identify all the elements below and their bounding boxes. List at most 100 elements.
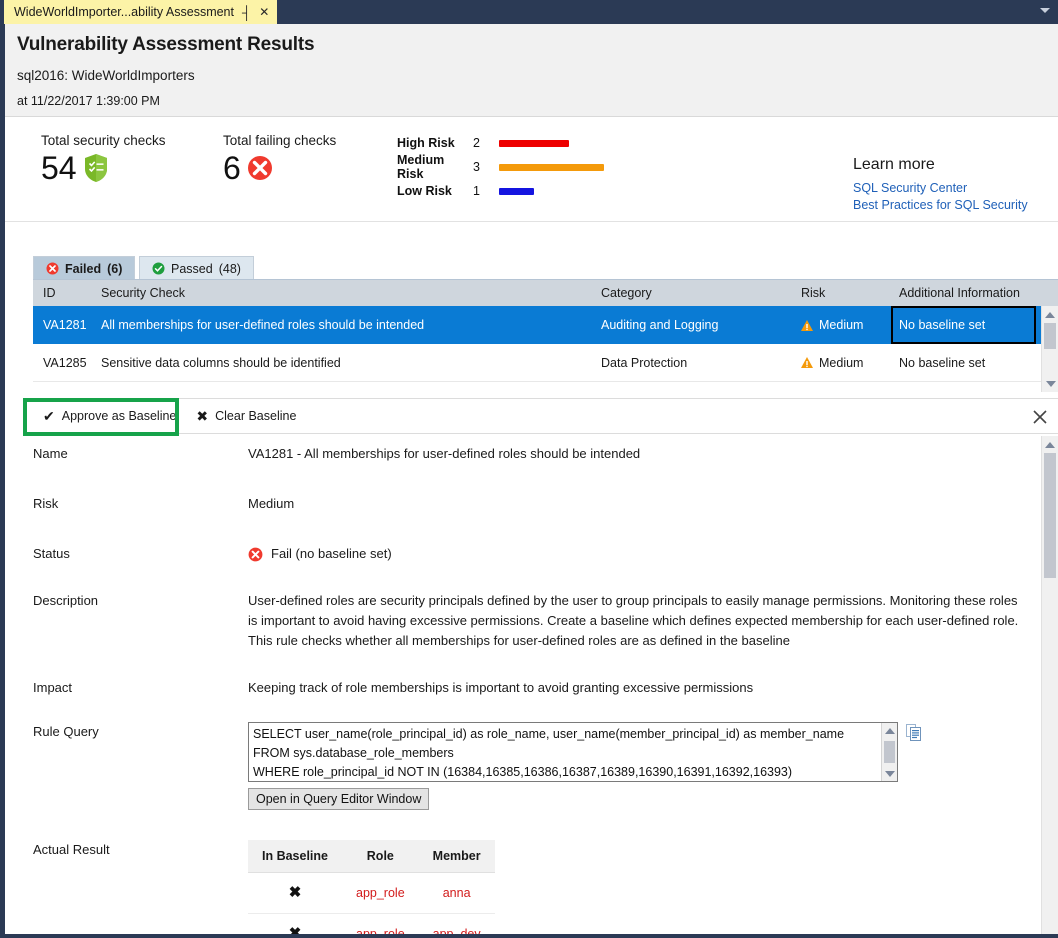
link-best-practices[interactable]: Best Practices for SQL Security bbox=[853, 198, 1028, 212]
scrollbar-thumb[interactable] bbox=[884, 741, 895, 763]
chevron-up-icon bbox=[1045, 441, 1055, 448]
results-grid-header: ID Security Check Category Risk Addition… bbox=[33, 280, 1058, 306]
results-grid-scrollbar[interactable] bbox=[1041, 306, 1058, 392]
table-row: ✖ app_role app_dev bbox=[248, 913, 495, 938]
warning-triangle-icon bbox=[801, 319, 813, 331]
risk-row-high: High Risk 2 bbox=[397, 131, 697, 155]
close-icon[interactable]: ✕ bbox=[259, 5, 270, 19]
cell-role: app_role bbox=[342, 872, 419, 914]
actual-col-role: Role bbox=[342, 840, 419, 873]
open-in-query-editor-button[interactable]: Open in Query Editor Window bbox=[248, 788, 430, 810]
actual-col-member: Member bbox=[418, 840, 495, 873]
tab-failed-label: Failed bbox=[65, 261, 102, 276]
cell-additional[interactable]: No baseline set bbox=[899, 355, 986, 370]
pin-icon[interactable]: ┤ bbox=[241, 4, 252, 20]
server-database-label: sql2016: WideWorldImporters bbox=[17, 68, 195, 83]
chevron-down-icon bbox=[884, 770, 895, 777]
tabs-underline bbox=[33, 279, 1058, 280]
detail-label-rule-query: Rule Query bbox=[33, 724, 99, 739]
detail-label-status: Status bbox=[33, 546, 70, 561]
detail-label-description: Description bbox=[33, 593, 99, 608]
column-header-risk: Risk bbox=[801, 286, 826, 300]
tab-passed[interactable]: Passed (48) bbox=[139, 256, 254, 280]
chevron-down-icon[interactable] bbox=[1040, 8, 1050, 13]
detail-field-actual-result: Actual Result In Baseline Role Member bbox=[33, 840, 1041, 938]
cell-risk-label: Medium bbox=[819, 318, 864, 332]
actual-result-table: In Baseline Role Member ✖ app_role anna bbox=[248, 840, 495, 938]
cell-risk: Medium bbox=[801, 356, 891, 370]
detail-field-name: Name VA1281 - All memberships for user-d… bbox=[33, 444, 1041, 464]
tab-passed-label: Passed bbox=[171, 261, 213, 276]
cell-role: app_role bbox=[342, 913, 419, 938]
scrollbar-thumb[interactable] bbox=[1044, 453, 1056, 578]
result-tabs: Failed (6) Passed (48) bbox=[5, 256, 1058, 280]
detail-value-name: VA1281 - All memberships for user-define… bbox=[248, 446, 641, 461]
risk-label-low: Low Risk bbox=[397, 184, 452, 198]
cell-in-baseline: ✖ bbox=[248, 872, 342, 914]
detail-value-description: User-defined roles are security principa… bbox=[248, 593, 1019, 648]
scroll-up-button[interactable] bbox=[882, 723, 897, 738]
tab-failed-count: (6) bbox=[107, 261, 123, 276]
chevron-up-icon bbox=[884, 727, 895, 734]
error-circle-icon bbox=[46, 262, 59, 275]
total-failing-checks-label: Total failing checks bbox=[223, 133, 337, 148]
risk-bar-low bbox=[499, 187, 534, 195]
scroll-down-button[interactable] bbox=[882, 766, 897, 781]
tab-failed[interactable]: Failed (6) bbox=[33, 256, 136, 280]
copy-icon[interactable] bbox=[906, 724, 922, 742]
cell-member: app_dev bbox=[418, 913, 495, 938]
total-security-checks-stat: Total security checks 54 bbox=[41, 133, 166, 184]
report-header: Vulnerability Assessment Results sql2016… bbox=[5, 24, 1058, 117]
scrollbar-thumb[interactable] bbox=[1044, 323, 1056, 349]
clear-baseline-button[interactable]: ✖ Clear Baseline bbox=[186, 405, 306, 427]
warning-triangle-icon bbox=[801, 357, 813, 368]
status-badge: Fail (no baseline set) bbox=[248, 544, 1041, 564]
window-bottom-edge bbox=[5, 934, 1058, 938]
risk-count-low: 1 bbox=[473, 184, 480, 198]
cell-risk: Medium bbox=[801, 318, 891, 332]
scroll-down-button[interactable] bbox=[1042, 375, 1058, 392]
table-row[interactable]: VA1281 All memberships for user-defined … bbox=[33, 306, 1058, 344]
cell-check: Sensitive data columns should be identif… bbox=[101, 355, 341, 370]
error-circle-icon bbox=[248, 547, 263, 561]
detail-field-rule-query: Rule Query SELECT user_name(role_princip… bbox=[33, 722, 1041, 810]
column-header-id: ID bbox=[43, 286, 56, 300]
column-header-additional: Additional Information bbox=[899, 286, 1020, 300]
detail-value-status: Fail (no baseline set) bbox=[271, 546, 392, 561]
scroll-up-button[interactable] bbox=[1042, 436, 1058, 453]
detail-panel-scrollbar[interactable] bbox=[1041, 436, 1058, 938]
approve-as-baseline-button[interactable]: ✔ Approve as Baseline bbox=[33, 405, 186, 427]
detail-field-status: Status Fail (no baseline set) bbox=[33, 544, 1041, 564]
column-header-category: Category bbox=[601, 286, 652, 300]
document-surface: Vulnerability Assessment Results sql2016… bbox=[5, 24, 1058, 938]
cell-additional[interactable]: No baseline set bbox=[891, 306, 1036, 344]
risk-row-medium: Medium Risk 3 bbox=[397, 153, 697, 181]
rule-query-scrollbar[interactable] bbox=[881, 723, 897, 781]
clear-baseline-label: Clear Baseline bbox=[215, 409, 297, 423]
detail-label-name: Name bbox=[33, 446, 68, 461]
close-detail-icon[interactable] bbox=[1030, 407, 1050, 427]
detail-field-risk: Risk Medium bbox=[33, 494, 1041, 514]
detail-label-impact: Impact bbox=[33, 680, 73, 695]
actual-result-header-row: In Baseline Role Member bbox=[248, 840, 495, 873]
detail-panel: Name VA1281 - All memberships for user-d… bbox=[33, 436, 1041, 938]
total-failing-checks-stat: Total failing checks 6 bbox=[223, 133, 336, 184]
detail-field-description: Description User-defined roles are secur… bbox=[33, 591, 1041, 651]
cell-category: Auditing and Logging bbox=[601, 318, 719, 332]
table-row[interactable]: VA1285 Sensitive data columns should be … bbox=[33, 344, 1058, 382]
risk-count-high: 2 bbox=[473, 136, 480, 150]
rule-query-text[interactable]: SELECT user_name(role_principal_id) as r… bbox=[253, 727, 845, 779]
total-failing-checks-value: 6 bbox=[223, 150, 241, 186]
error-circle-icon bbox=[247, 156, 272, 180]
link-sql-security-center[interactable]: SQL Security Center bbox=[853, 181, 968, 195]
cell-member: anna bbox=[418, 872, 495, 914]
risk-breakdown: High Risk 2 Medium Risk 3 Low Risk 1 bbox=[397, 131, 697, 203]
cross-icon: ✖ bbox=[196, 408, 209, 424]
rule-query-box[interactable]: SELECT user_name(role_principal_id) as r… bbox=[248, 722, 898, 782]
results-grid: ID Security Check Category Risk Addition… bbox=[33, 280, 1058, 392]
scroll-up-button[interactable] bbox=[1042, 306, 1058, 323]
document-tab[interactable]: WideWorldImporter...ability Assessment ┤… bbox=[4, 0, 278, 24]
detail-value-risk: Medium bbox=[248, 496, 295, 511]
table-row: ✖ app_role anna bbox=[248, 872, 495, 914]
